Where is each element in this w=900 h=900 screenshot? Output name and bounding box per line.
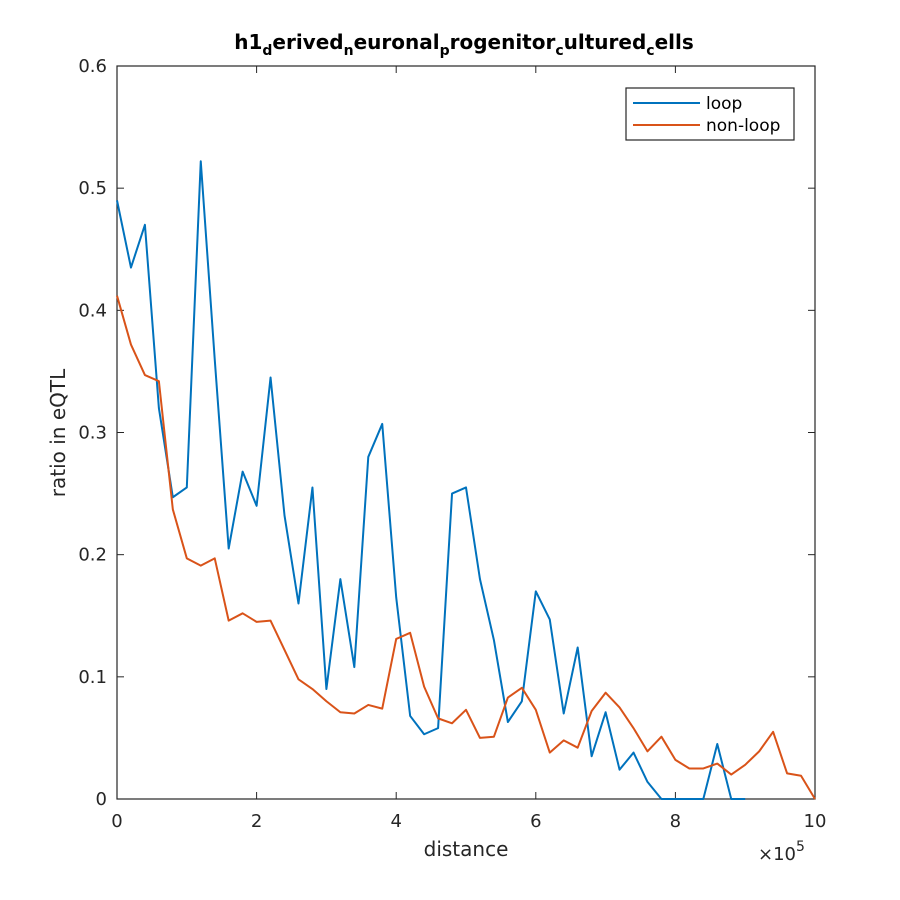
title-part: ells	[655, 30, 694, 54]
title-part: n	[344, 43, 354, 59]
x-tick-label: 4	[390, 811, 401, 832]
y-tick-label: 0.6	[78, 56, 107, 77]
legend-label-non-loop: non-loop	[706, 116, 780, 136]
y-tick-label: 0.1	[78, 667, 107, 688]
series-line-loop	[116, 160, 746, 800]
y-tick-label: 0.3	[78, 423, 107, 444]
plot-frame	[116, 65, 816, 800]
y-tick-label: 0.5	[78, 178, 107, 199]
chart-title: h1derivedneuronalprogenitorculturedcells	[234, 30, 694, 59]
x-tick-label: 8	[670, 811, 681, 832]
y-tick-label: 0.2	[78, 545, 107, 566]
title-part: h1	[234, 30, 262, 54]
series-lines	[116, 160, 816, 800]
legend-label-loop: loop	[706, 94, 742, 114]
y-tick-label: 0	[96, 789, 107, 810]
x-tick-label: 2	[251, 811, 262, 832]
title-part: c	[555, 43, 563, 59]
title-part: euronal	[354, 30, 440, 54]
title-part: c	[646, 43, 654, 59]
multiplier-base: ×10	[758, 844, 796, 865]
x-axis-multiplier: ×105	[758, 839, 805, 865]
legend-box	[625, 87, 795, 141]
x-tick-label: 10	[804, 811, 827, 832]
y-tick-label: 0.4	[78, 300, 107, 321]
axis-ticks: 0 2 4 6 8 10 0 0.1 0.2 0.3 0.4 0.5 0.6	[78, 56, 826, 832]
x-axis-label: distance	[424, 837, 509, 861]
title-part: rogenitor	[450, 30, 556, 54]
x-tick-label: 0	[111, 811, 122, 832]
title-part: erived	[272, 30, 343, 54]
multiplier-exponent: 5	[796, 839, 805, 855]
x-tick-label: 6	[530, 811, 541, 832]
title-part: p	[440, 43, 450, 59]
series-line-non-loop	[116, 295, 816, 800]
title-part: ultured	[564, 30, 647, 54]
y-axis-label: ratio in eQTL	[46, 368, 70, 497]
title-part: d	[262, 43, 272, 59]
